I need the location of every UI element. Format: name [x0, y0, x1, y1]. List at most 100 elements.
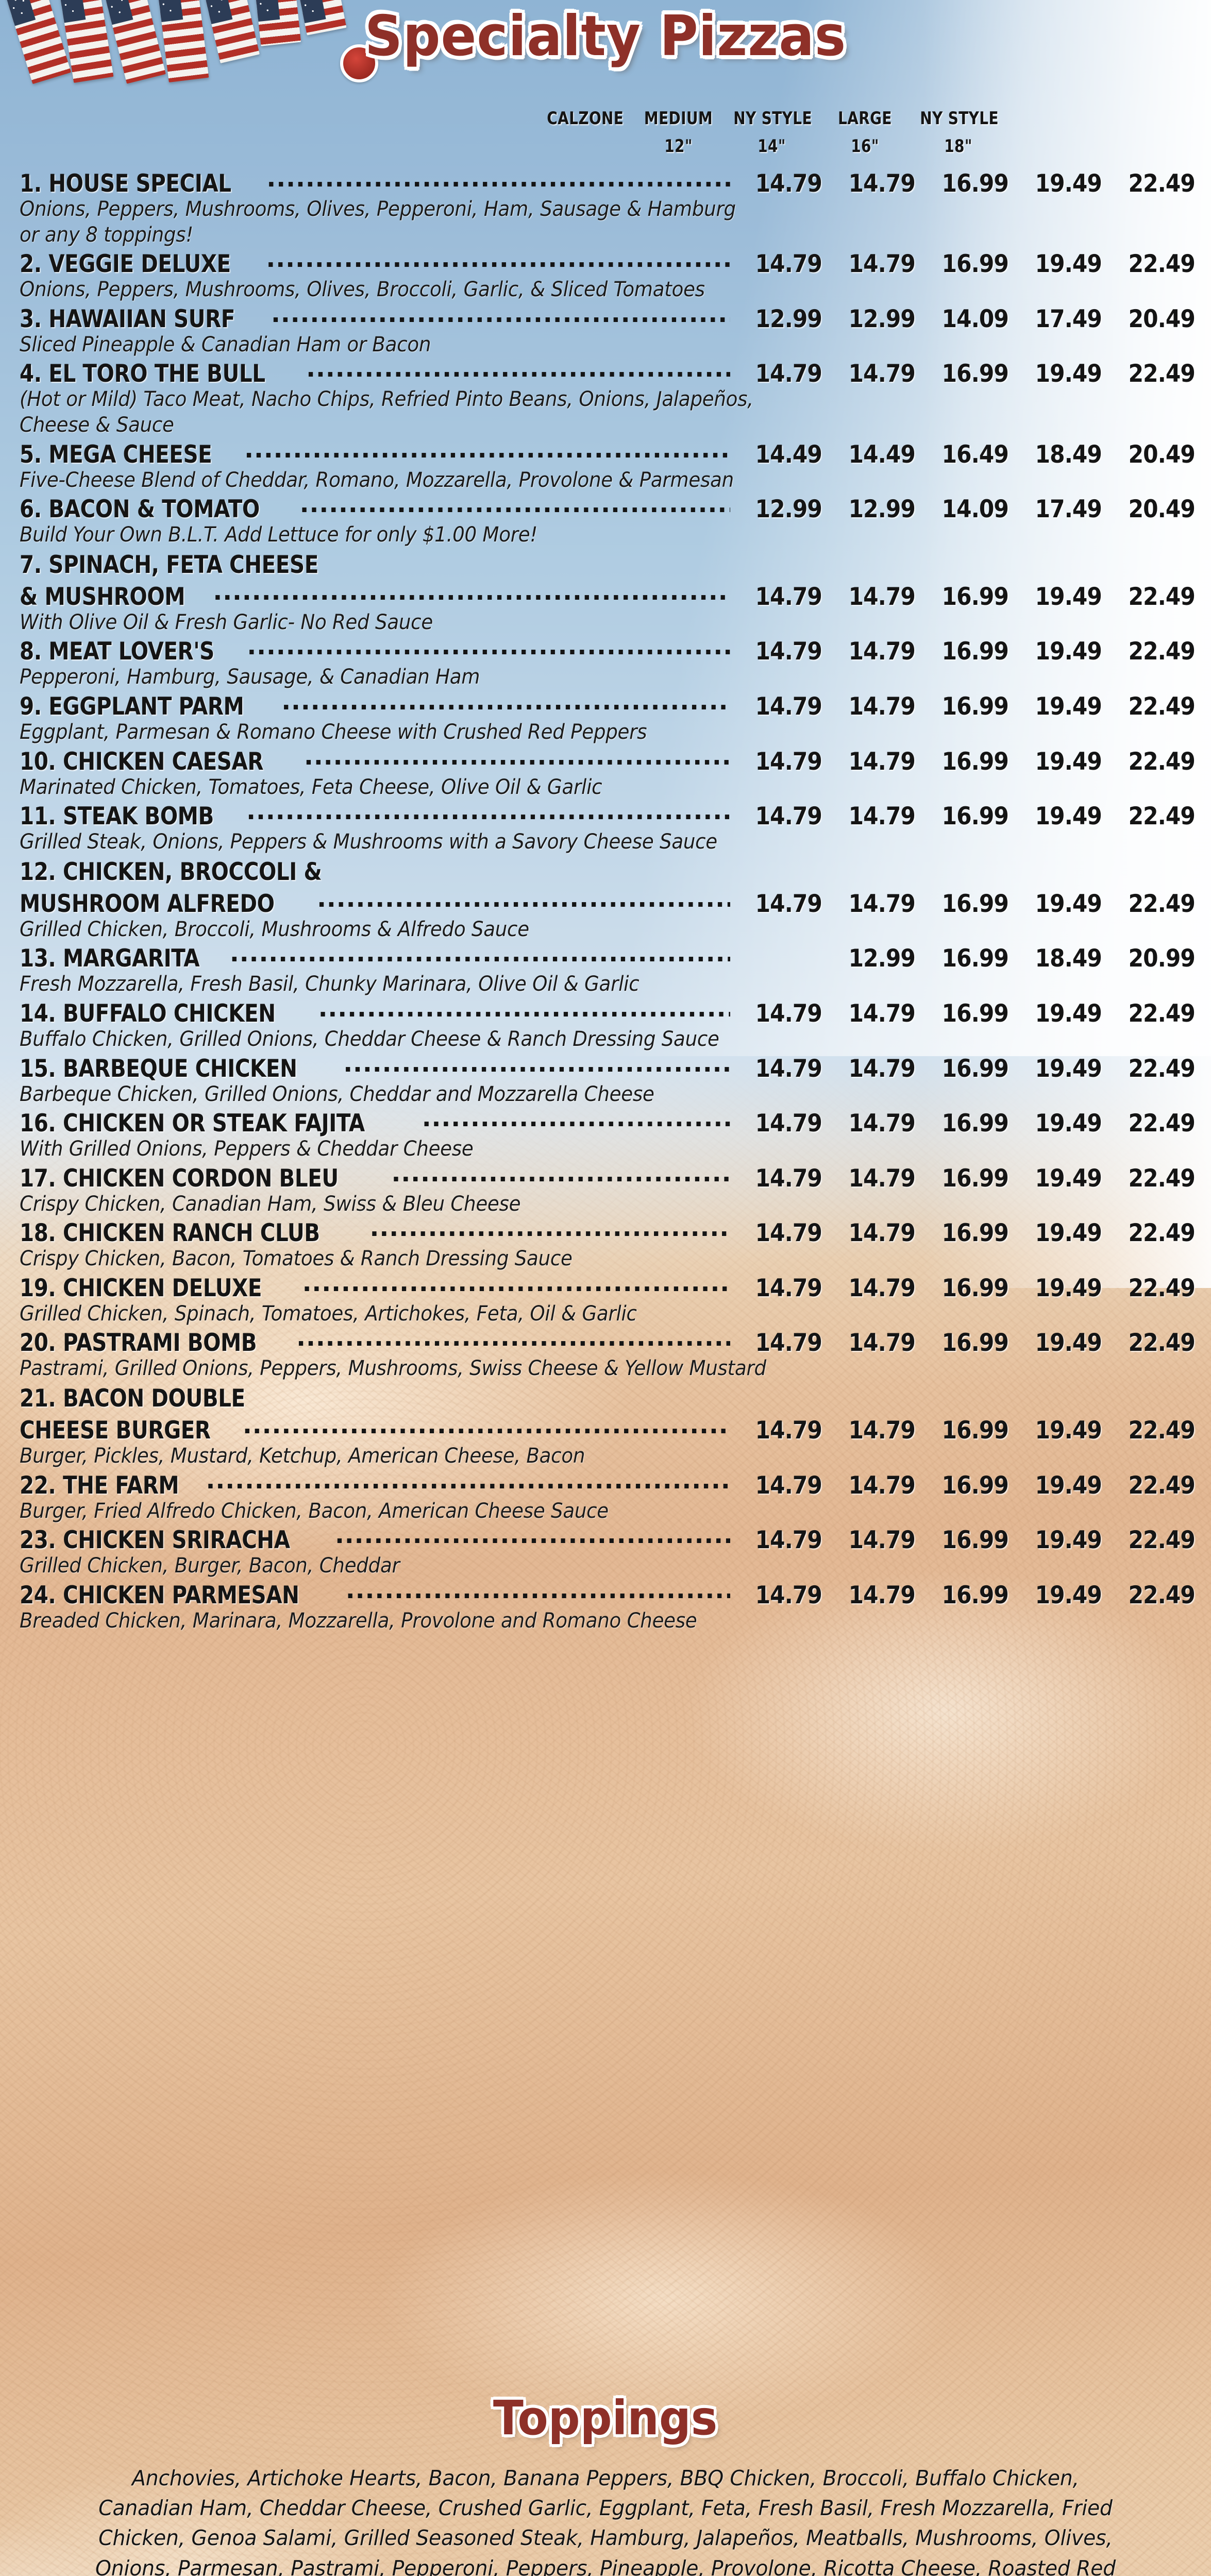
- menu-item-row: 5. MEGA CHEESE 14.49 14.49 16.49 18.49 20.49: [20, 441, 1200, 467]
- price-cell: 16.99: [941, 1274, 1009, 1302]
- price-cell: 14.09: [941, 495, 1009, 524]
- price-cell: 19.49: [1035, 1416, 1102, 1445]
- menu-item[interactable]: 18. CHICKEN RANCH CLUB 14.79 14.79 16.99 19.…: [20, 1219, 1200, 1271]
- menu-item-name: & MUSHROOM: [20, 582, 186, 611]
- menu-item-prices: 14.79 14.79 16.99 19.49 22.49: [733, 750, 1200, 774]
- dot-leader: [271, 306, 730, 327]
- menu-item-row: 9. EGGPLANT PARM 14.79 14.79 16.99 19.49 22.4…: [20, 693, 1200, 719]
- column-header-label: MEDIUM: [644, 108, 713, 129]
- menu-item[interactable]: 23. CHICKEN SRIRACHA 14.79 14.79 16.99 19.49…: [20, 1527, 1200, 1578]
- price-cell: 22.49: [1128, 1526, 1196, 1555]
- price-cell: 16.99: [941, 250, 1009, 279]
- price-cell: 19.49: [1035, 637, 1102, 666]
- menu-item[interactable]: 12. CHICKEN, BROCCOLI & MUSHROOM ALFREDO 1…: [20, 858, 1200, 942]
- menu-item[interactable]: 7. SPINACH, FETA CHEESE& MUSHROOM14.7914…: [20, 551, 1200, 635]
- menu-item-description: Eggplant, Parmesan & Romano Cheese with …: [20, 720, 647, 744]
- menu-item[interactable]: 16. CHICKEN OR STEAK FAJITA 14.79 14.79 16.…: [20, 1110, 1200, 1161]
- menu-item-description: Sliced Pineapple & Canadian Ham or Bacon: [20, 332, 431, 357]
- menu-item[interactable]: 8. MEAT LOVER'S 14.79 14.79 16.99 19.49 22.49…: [20, 638, 1200, 689]
- menu-item[interactable]: 1. HOUSE SPECIAL 14.79 14.79 16.99 19.49 22.4…: [20, 170, 1200, 247]
- menu-item-row: 3. HAWAIIAN SURF 12.99 12.99 14.09 17.49 20.4…: [20, 306, 1200, 331]
- price-cell: 14.79: [755, 692, 822, 721]
- menu-item-prices: 14.79 14.79 16.99 19.49 22.49: [733, 804, 1200, 828]
- price-cell: 19.49: [1035, 999, 1102, 1028]
- dot-leader: [300, 496, 730, 517]
- menu-item-row: 19. CHICKEN DELUXE 14.79 14.79 16.99 19.49 22…: [20, 1275, 1200, 1300]
- menu-item-description: Five-Cheese Blend of Cheddar, Romano, Mo…: [20, 468, 734, 492]
- menu-item[interactable]: 17. CHICKEN CORDON BLEU 14.79 14.79 16.99 19…: [20, 1165, 1200, 1216]
- column-header-size: 12": [664, 136, 693, 157]
- menu-item[interactable]: 10. CHICKEN CAESAR 14.79 14.79 16.99 19.49 22…: [20, 748, 1200, 800]
- price-cell: 14.79: [755, 802, 822, 831]
- menu-item-description: Grilled Chicken, Spinach, Tomatoes, Arti…: [20, 1301, 637, 1326]
- price-cell: 16.99: [941, 360, 1009, 388]
- menu-item-row: 4. EL TORO THE BULL 14.79 14.79 16.99 19.49 2…: [20, 360, 1200, 386]
- price-cell: 22.49: [1128, 1416, 1196, 1445]
- page-title: Specialty Pizzas: [364, 4, 847, 69]
- price-cell: 16.99: [941, 944, 1009, 973]
- menu-item[interactable]: 24. CHICKEN PARMESAN 14.79 14.79 16.99 19.49…: [20, 1582, 1200, 1633]
- menu-item[interactable]: 15. BARBEQUE CHICKEN 14.79 14.79 16.99 19.49…: [20, 1055, 1200, 1107]
- menu-item[interactable]: 3. HAWAIIAN SURF 12.99 12.99 14.09 17.49 20.4…: [20, 306, 1200, 357]
- price-cell: 17.49: [1035, 495, 1102, 524]
- menu-item[interactable]: 6. BACON & TOMATO 12.99 12.99 14.09 17.49 20.…: [20, 496, 1200, 547]
- menu-item[interactable]: 19. CHICKEN DELUXE 14.79 14.79 16.99 19.49 22…: [20, 1275, 1200, 1326]
- price-empty: [738, 946, 822, 971]
- dot-leader: [343, 1055, 730, 1077]
- menu-item-name: 23. CHICKEN SRIRACHA: [20, 1526, 290, 1555]
- menu-item-row: CHEESE BURGER 14.79 14.79 16.99 19.49 22.49: [20, 1417, 1200, 1443]
- menu-item-row: 11. STEAK BOMB 14.79 14.79 16.99 19.49 22.49: [20, 803, 1200, 828]
- menu-item-prices: 14.79 14.79 16.99 19.49 22.49: [733, 1002, 1200, 1026]
- menu-item[interactable]: 22. THE FARM 14.79 14.79 16.99 19.49 22.49 Bur…: [20, 1472, 1200, 1523]
- price-cell: 19.49: [1035, 1054, 1102, 1083]
- toppings-section: Toppings Anchovies, Artichoke Hearts, Ba…: [0, 2391, 1211, 2576]
- menu-item-row: 8. MEAT LOVER'S 14.79 14.79 16.99 19.49 22.49: [20, 638, 1200, 664]
- menu-item-description: Grilled Chicken, Broccoli, Mushrooms & A…: [20, 917, 529, 941]
- price-cell: 19.49: [1035, 1109, 1102, 1138]
- dot-leader: [206, 1472, 730, 1494]
- price-cell: 16.99: [941, 1219, 1009, 1248]
- price-cell: 14.79: [755, 1219, 822, 1248]
- price-cell: 14.79: [848, 360, 916, 388]
- price-cell: 22.49: [1128, 1471, 1196, 1500]
- price-cell: 22.49: [1128, 1109, 1196, 1138]
- menu-item-description: (Hot or Mild) Taco Meat, Nacho Chips, Re…: [20, 387, 753, 412]
- price-cell: 22.49: [1128, 1164, 1196, 1193]
- menu-item[interactable]: 4. EL TORO THE BULL 14.79 14.79 16.99 19.49 2…: [20, 360, 1200, 437]
- menu-item-prices: 14.79 14.79 16.99 19.49 22.49: [733, 1166, 1200, 1191]
- menu-item-row: 24. CHICKEN PARMESAN 14.79 14.79 16.99 19.49…: [20, 1582, 1200, 1607]
- pepperoni-dot-icon: [340, 44, 378, 82]
- price-cell: 19.49: [1035, 1581, 1102, 1609]
- dot-leader: [247, 638, 730, 659]
- menu-item-prices: 14.79 14.79 16.99 19.49 22.49: [733, 694, 1200, 719]
- dot-leader: [317, 890, 730, 912]
- price-cell: 14.79: [848, 1109, 916, 1138]
- price-cell: 16.99: [941, 637, 1009, 666]
- menu-item[interactable]: 11. STEAK BOMB 14.79 14.79 16.99 19.49 22.49 G…: [20, 803, 1200, 854]
- price-cell: 22.49: [1128, 1274, 1196, 1302]
- menu-item-name: 6. BACON & TOMATO: [20, 495, 260, 524]
- menu-item[interactable]: 20. PASTRAMI BOMB 14.79 14.79 16.99 19.49 22.…: [20, 1329, 1200, 1381]
- dot-leader: [246, 803, 730, 824]
- dot-leader: [281, 693, 730, 715]
- menu-item-prices: 14.79 14.79 16.99 19.49 22.49: [733, 1111, 1200, 1136]
- menu-item[interactable]: 9. EGGPLANT PARM 14.79 14.79 16.99 19.49 22.4…: [20, 693, 1200, 744]
- menu-item-prices: 14.79 14.79 16.99 19.49 22.49: [733, 172, 1200, 196]
- menu-item[interactable]: 14. BUFFALO CHICKEN 14.79 14.79 16.99 19.49 2…: [20, 1000, 1200, 1052]
- menu-item[interactable]: 13. MARGARITA 12.99 16.99 18.49 20.99 Fresh …: [20, 945, 1200, 996]
- menu-item[interactable]: 2. VEGGIE DELUXE 14.79 14.79 16.99 19.49 22.4…: [20, 250, 1200, 302]
- column-header-medium: MEDIUM 12": [640, 108, 716, 157]
- price-cell: 16.99: [941, 1416, 1009, 1445]
- column-header-ny-style: NY STYLE 14": [733, 108, 812, 157]
- price-cell: 16.99: [941, 999, 1009, 1028]
- price-cell: 22.49: [1128, 889, 1196, 918]
- menu-item-row: 22. THE FARM 14.79 14.79 16.99 19.49 22.49: [20, 1472, 1200, 1498]
- dot-leader: [335, 1527, 730, 1548]
- menu-item-description: Pepperoni, Hamburg, Sausage, & Canadian …: [20, 665, 480, 689]
- menu-item[interactable]: 5. MEGA CHEESE 14.49 14.49 16.49 18.49 20.49 F…: [20, 441, 1200, 493]
- price-cell: 16.99: [941, 170, 1009, 198]
- price-cell: 20.49: [1128, 304, 1196, 333]
- price-cell: 16.99: [941, 1054, 1009, 1083]
- price-cell: 14.79: [848, 1054, 916, 1083]
